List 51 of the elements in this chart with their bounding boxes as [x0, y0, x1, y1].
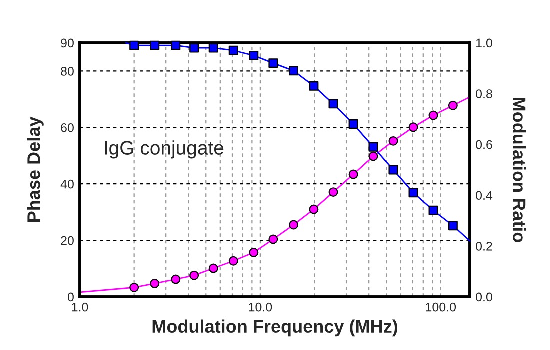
- y2-tick-label: 0.8: [476, 90, 492, 98]
- point: [448, 221, 458, 231]
- point: [249, 50, 259, 60]
- point: [208, 264, 218, 274]
- point: [388, 165, 398, 175]
- y2-tick-label: 0.4: [476, 191, 493, 200]
- y2-tick-label: 0.2: [476, 242, 492, 251]
- point: [348, 120, 358, 129]
- x-tick-label: 100.0: [426, 302, 456, 312]
- point: [130, 40, 140, 50]
- point: [368, 152, 378, 162]
- point: [190, 270, 200, 280]
- point: [368, 142, 378, 152]
- x-tick-label: 1.0: [72, 302, 88, 312]
- point: [268, 234, 278, 244]
- y-tick-label: 0: [68, 292, 74, 302]
- point: [328, 99, 338, 109]
- point: [328, 188, 338, 198]
- point: [150, 279, 160, 288]
- point: [228, 46, 238, 56]
- annotation: IgG conjugate: [105, 140, 224, 159]
- point: [249, 248, 259, 258]
- point: [408, 122, 418, 132]
- point: [228, 256, 238, 266]
- point: [388, 136, 398, 146]
- y2-axis-title: Modulation Ratio: [513, 98, 526, 243]
- y2-tick-label: 1.0: [476, 38, 492, 48]
- y-tick-label: 80: [61, 67, 74, 76]
- point: [309, 81, 319, 91]
- x-tick-label: 10.0: [249, 302, 272, 312]
- y2-tick-label: 0.6: [476, 140, 492, 150]
- point: [309, 204, 319, 214]
- y2-tick-label: 0.0: [476, 292, 492, 302]
- point: [130, 282, 140, 292]
- x-axis-title: Modulation Frequency (MHz): [152, 320, 398, 337]
- y-tick-label: 20: [61, 236, 74, 246]
- point: [428, 206, 438, 216]
- point: [289, 220, 298, 230]
- y-tick-label: 90: [61, 38, 74, 48]
- point: [448, 100, 458, 110]
- point: [408, 188, 418, 198]
- point: [268, 58, 278, 68]
- point: [190, 43, 200, 53]
- point: [428, 110, 438, 120]
- point: [208, 43, 218, 53]
- point: [289, 66, 298, 76]
- y-tick-label: 40: [60, 180, 74, 189]
- point: [150, 40, 160, 50]
- point: [348, 170, 358, 180]
- y-axis-title: Phase Delay: [27, 116, 44, 222]
- y-tick-label: 60: [61, 123, 74, 132]
